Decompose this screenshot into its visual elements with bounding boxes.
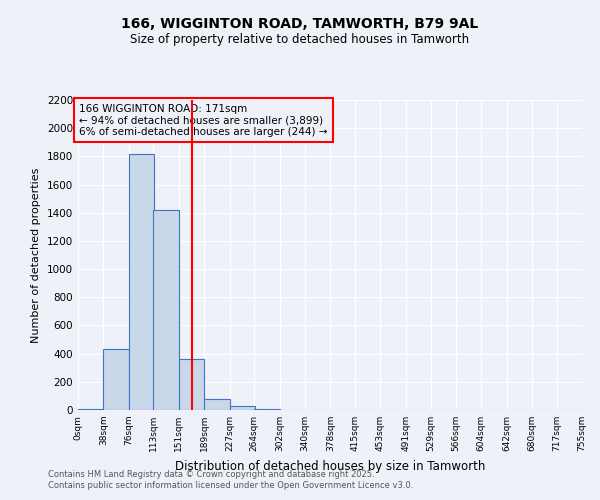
- Bar: [103, 350, 129, 410]
- Text: 166 WIGGINTON ROAD: 171sqm
← 94% of detached houses are smaller (3,899)
6% of se: 166 WIGGINTON ROAD: 171sqm ← 94% of deta…: [79, 104, 328, 136]
- Text: 166, WIGGINTON ROAD, TAMWORTH, B79 9AL: 166, WIGGINTON ROAD, TAMWORTH, B79 9AL: [121, 18, 479, 32]
- Bar: [179, 360, 204, 410]
- Bar: [154, 210, 179, 410]
- Bar: [78, 408, 103, 410]
- Bar: [230, 406, 255, 410]
- Bar: [204, 398, 230, 410]
- Y-axis label: Number of detached properties: Number of detached properties: [31, 168, 41, 342]
- Text: Size of property relative to detached houses in Tamworth: Size of property relative to detached ho…: [130, 32, 470, 46]
- Text: Contains HM Land Registry data © Crown copyright and database right 2025.
Contai: Contains HM Land Registry data © Crown c…: [48, 470, 413, 490]
- Bar: [254, 408, 280, 410]
- Bar: [129, 154, 154, 410]
- X-axis label: Distribution of detached houses by size in Tamworth: Distribution of detached houses by size …: [175, 460, 485, 472]
